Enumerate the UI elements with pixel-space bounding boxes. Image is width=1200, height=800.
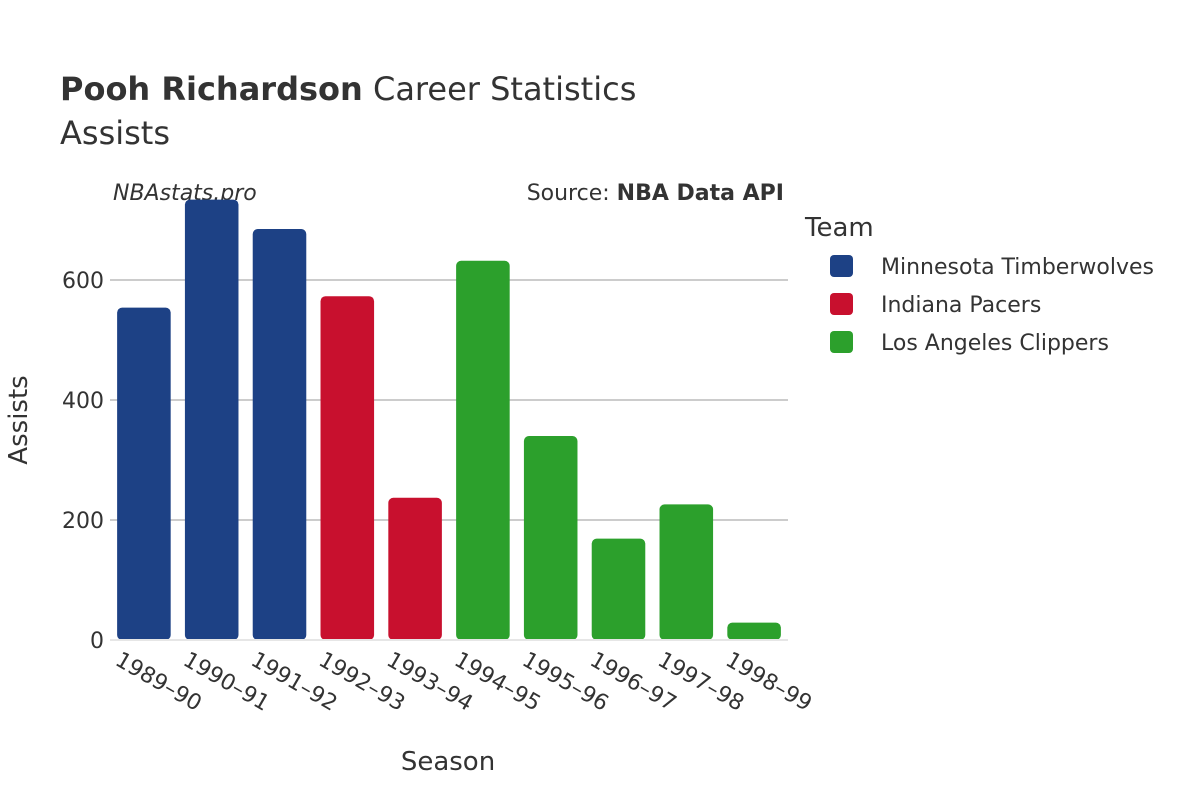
chart-header: Pooh Richardson Career Statistics Assist… [60, 70, 784, 206]
source-label: Source: NBA Data API [527, 181, 784, 206]
y-axis-label: Assists [4, 375, 34, 464]
legend-swatch [830, 293, 853, 315]
legend-swatch [830, 331, 853, 353]
bars [117, 199, 781, 640]
chart-title: Pooh Richardson Career Statistics [60, 70, 636, 108]
bar-1997–98 [659, 504, 714, 640]
legend-title: Team [804, 213, 874, 243]
bar-1990–91 [184, 199, 239, 640]
bar-1996–97 [591, 538, 646, 640]
legend-label: Indiana Pacers [881, 293, 1041, 318]
legend-label: Minnesota Timberwolves [881, 255, 1154, 280]
y-tick-label: 600 [62, 269, 104, 294]
bar-1998–99 [727, 622, 781, 640]
source-name: NBA Data API [617, 181, 784, 206]
bar-1992–93 [320, 296, 375, 640]
x-tick-labels: 1989–901990–911991–921992–931993–941994–… [111, 648, 816, 717]
chart-subtitle: Assists [60, 114, 170, 152]
legend: Team Minnesota Timberwolves Indiana Pacer… [804, 213, 1154, 356]
y-tick-label: 0 [90, 629, 104, 654]
legend-label: Los Angeles Clippers [881, 331, 1109, 356]
bar-1995–96 [523, 436, 578, 640]
y-tick-label: 200 [62, 509, 104, 534]
legend-swatch [830, 255, 853, 277]
x-axis-label: Season [401, 747, 495, 777]
bar-1991–92 [252, 229, 307, 640]
y-tick-labels: 0 200 400 600 [62, 269, 104, 654]
title-player: Pooh Richardson [60, 70, 363, 108]
title-rest: Career Statistics [363, 70, 637, 108]
bar-1989–90 [117, 307, 171, 640]
bar-1993–94 [388, 497, 442, 640]
legend-items: Minnesota Timberwolves Indiana Pacers Los … [830, 255, 1154, 356]
bar-1994–95 [456, 260, 510, 640]
source-prefix: Source: [527, 181, 617, 206]
y-tick-label: 400 [62, 389, 104, 414]
